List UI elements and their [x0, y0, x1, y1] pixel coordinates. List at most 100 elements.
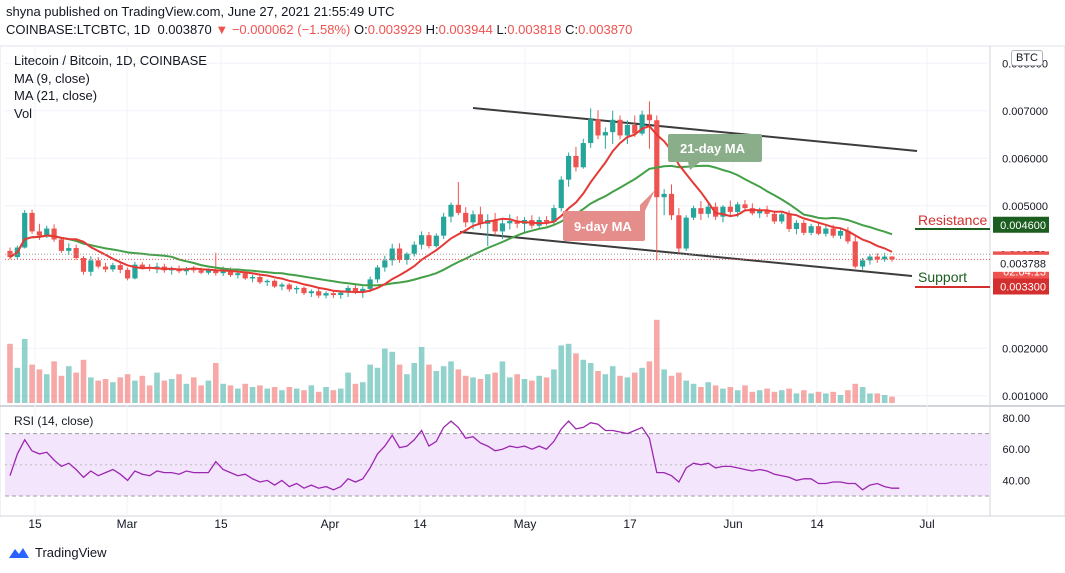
- candle-body: [117, 265, 123, 270]
- price-badge: [992, 254, 1050, 272]
- annotations: Resistance Support 21-day MA 9-day MA: [563, 134, 987, 285]
- candle-body: [396, 248, 403, 260]
- legend-ma9[interactable]: MA (9, close): [14, 70, 90, 86]
- candle-body: [624, 125, 630, 136]
- rsi-tick-label: 80.00: [1002, 413, 1030, 425]
- candle-body: [492, 220, 498, 232]
- volume-bar: [859, 387, 866, 403]
- volume-bar: [742, 385, 748, 403]
- legend-ma21[interactable]: MA (21, close): [14, 88, 98, 103]
- candle-body: [793, 222, 800, 230]
- time-tick-label: 17: [623, 517, 637, 531]
- price-badge: [993, 278, 1049, 295]
- rsi-panel: 80.00 60.00 40.00: [5, 413, 1030, 497]
- volume-bar: [507, 377, 513, 403]
- candle-body: [294, 287, 300, 290]
- candle-body: [661, 193, 667, 198]
- volume-bar: [190, 377, 197, 403]
- volume-bar: [815, 391, 822, 403]
- candle-body: [779, 214, 785, 222]
- candle-body: [198, 270, 204, 273]
- volume-bar: [764, 388, 770, 403]
- candle-body: [132, 264, 138, 279]
- volume-bar: [271, 387, 278, 403]
- candle-body: [757, 210, 763, 214]
- volume-bar: [587, 363, 594, 403]
- volume-bar: [536, 375, 542, 403]
- down-arrow-icon: ▼: [215, 22, 229, 37]
- candle-body: [330, 293, 336, 296]
- candle-body: [639, 114, 645, 134]
- volume-bar: [749, 391, 756, 403]
- chart-title[interactable]: Litecoin / Bitcoin, 1D, COINBASE: [14, 53, 207, 68]
- volume-bar: [852, 383, 859, 403]
- candle-body: [272, 280, 278, 287]
- volume-bar: [264, 388, 271, 403]
- candle-body: [242, 273, 248, 279]
- candle-body: [852, 241, 858, 267]
- legend-vol[interactable]: Vol: [14, 105, 33, 121]
- candle-body: [499, 223, 506, 232]
- ma9-line: [9, 125, 893, 294]
- candle-body: [455, 204, 461, 213]
- candle-body: [36, 231, 42, 236]
- ma9-callout-label: 9-day MA: [574, 219, 632, 234]
- candle-body: [22, 212, 28, 248]
- candle-body: [448, 204, 454, 217]
- candle-body: [786, 214, 792, 230]
- volume-bar: [58, 375, 65, 403]
- candle-body: [801, 222, 807, 233]
- candlesticks: [7, 101, 895, 299]
- volume-bar: [36, 369, 43, 403]
- volume-bar: [88, 377, 94, 403]
- volume-bar: [558, 345, 565, 403]
- volume-bar: [455, 369, 462, 403]
- candle-body: [617, 119, 623, 136]
- volume-bar: [396, 364, 403, 403]
- volume-bar: [110, 382, 116, 403]
- volume-bar: [573, 353, 579, 403]
- volume-bar: [646, 361, 653, 403]
- price-tick-label: 0.006000: [1002, 153, 1048, 165]
- footer-brand-text: TradingView: [35, 545, 107, 560]
- volume-bar: [705, 382, 712, 403]
- candle-body: [771, 213, 777, 222]
- currency-badge[interactable]: BTC: [1011, 50, 1043, 66]
- footer-brand[interactable]: TradingView: [8, 545, 107, 560]
- time-tick-label: Mar: [117, 517, 138, 531]
- resistance-annotation: Resistance: [918, 212, 987, 228]
- candle-body: [66, 248, 72, 251]
- volume-bar: [220, 383, 226, 403]
- candle-body: [73, 248, 79, 258]
- volume-bar: [345, 372, 351, 403]
- candle-body: [558, 179, 564, 209]
- volume-bar: [132, 380, 138, 403]
- volume-bar: [808, 393, 814, 403]
- rsi-tick-label: 60.00: [1002, 444, 1030, 456]
- rsi-legend[interactable]: RSI (14, close): [14, 414, 94, 428]
- candle-body: [867, 256, 873, 261]
- candle-body: [808, 226, 814, 233]
- price-tick-label: 0.001000: [1002, 391, 1048, 403]
- volume-bar: [176, 374, 182, 403]
- volume-bar: [676, 372, 682, 403]
- volume-bar: [874, 393, 881, 403]
- volume-bar: [73, 372, 79, 403]
- volume-bar: [609, 366, 616, 403]
- volume-bar: [654, 319, 660, 403]
- volume-bar: [617, 375, 623, 403]
- ma21-callout-label: 21-day MA: [680, 141, 746, 156]
- volume-bar: [330, 390, 337, 403]
- volume-bar: [624, 377, 631, 403]
- ohlc-header: COINBASE:LTCBTC, 1D 0.003870 ▼ −0.000062…: [6, 22, 632, 37]
- volume-bar: [786, 388, 792, 403]
- volume-bar: [580, 359, 587, 403]
- volume-bar: [543, 377, 550, 403]
- volume-bar: [389, 351, 395, 403]
- volume-bar: [845, 390, 851, 403]
- chart-legend: Litecoin / Bitcoin, 1D, COINBASE MA (9, …: [14, 52, 207, 122]
- candle-body: [58, 239, 65, 251]
- price-badge-label: 0.003788: [1000, 258, 1046, 270]
- price-tick-label: 0.007000: [1002, 106, 1048, 118]
- candle-body: [301, 287, 307, 294]
